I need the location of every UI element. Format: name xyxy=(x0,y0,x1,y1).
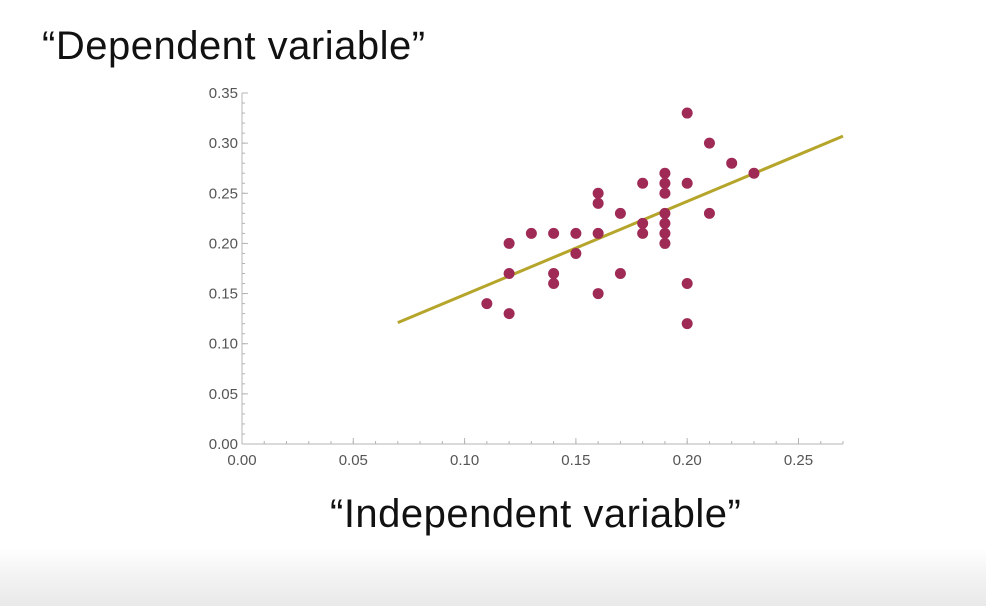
y-tick-label: 0.20 xyxy=(209,235,238,252)
data-point xyxy=(592,227,604,239)
data-point xyxy=(592,197,604,209)
data-point xyxy=(614,207,626,219)
data-point xyxy=(681,318,693,330)
data-point xyxy=(703,207,715,219)
data-point xyxy=(570,247,582,259)
fit-line xyxy=(397,134,844,325)
data-point xyxy=(548,278,560,290)
fit-line-layer xyxy=(397,134,844,325)
y-axis-caption: “Dependent variable” xyxy=(42,24,426,68)
data-point xyxy=(659,167,671,179)
y-tick-label: 0.05 xyxy=(209,386,238,403)
data-point xyxy=(637,217,649,229)
data-point xyxy=(637,177,649,189)
data-point xyxy=(503,237,515,249)
data-point xyxy=(481,298,493,310)
data-point xyxy=(659,187,671,199)
data-point xyxy=(681,278,693,290)
data-point xyxy=(525,227,537,239)
x-tick-label: 0.20 xyxy=(673,452,702,469)
data-point xyxy=(659,227,671,239)
data-point xyxy=(681,177,693,189)
ticks: 0.00 0.05 0.10 0.15 0.20 0.25 0.00 0.05 0.10 0.15… xyxy=(209,85,844,469)
x-tick-label: 0.05 xyxy=(339,452,368,469)
data-point xyxy=(659,207,671,219)
y-tick-label: 0.35 xyxy=(209,85,238,102)
data-point xyxy=(659,237,671,249)
data-point xyxy=(548,227,560,239)
axes xyxy=(241,93,843,445)
data-point xyxy=(503,308,515,320)
data-point xyxy=(592,288,604,300)
data-point xyxy=(548,268,560,280)
x-tick-label: 0.10 xyxy=(450,452,479,469)
x-tick-label: 0.25 xyxy=(784,452,813,469)
x-axis-caption: “Independent variable” xyxy=(330,492,742,536)
y-tick-label: 0.00 xyxy=(209,436,238,453)
data-point xyxy=(503,268,515,280)
data-point xyxy=(637,227,649,239)
y-tick-label: 0.10 xyxy=(209,336,238,353)
y-tick-label: 0.30 xyxy=(209,135,238,152)
points-layer xyxy=(481,107,760,330)
data-point xyxy=(703,137,715,149)
data-point xyxy=(659,217,671,229)
y-tick-label: 0.15 xyxy=(209,286,238,303)
x-tick-label: 0.00 xyxy=(227,452,256,469)
data-point xyxy=(726,157,738,169)
data-point xyxy=(570,227,582,239)
data-point xyxy=(592,187,604,199)
x-tick-label: 0.15 xyxy=(561,452,590,469)
data-point xyxy=(748,167,760,179)
data-point xyxy=(614,268,626,280)
data-point xyxy=(681,107,693,119)
y-tick-label: 0.25 xyxy=(209,185,238,202)
data-point xyxy=(659,177,671,189)
